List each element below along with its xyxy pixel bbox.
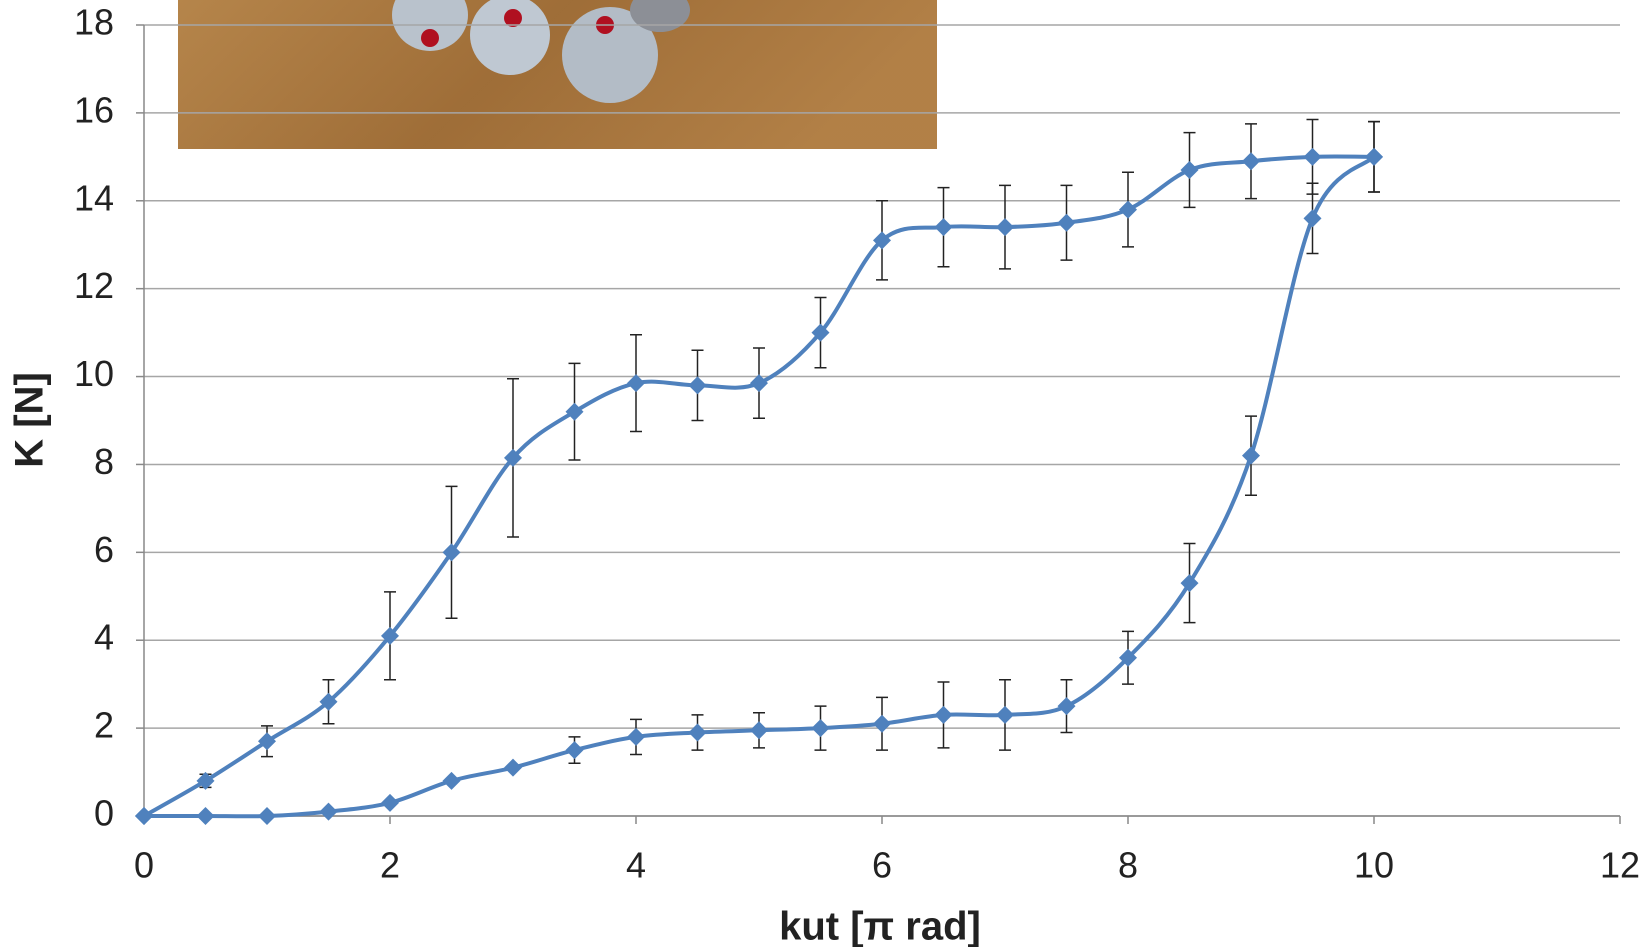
x-tick-label: 0 (134, 845, 154, 886)
marker (1181, 161, 1199, 179)
marker (443, 772, 461, 790)
marker (197, 807, 215, 825)
y-tick-label: 0 (94, 793, 114, 834)
chart: kut [π rad] K [N] 0 2 4 6 8 10 12 14 16 18 0 2 4 6 8 10… (0, 0, 1650, 947)
marker (996, 706, 1014, 724)
x-tick-label: 10 (1354, 845, 1394, 886)
x-tick-label: 4 (626, 845, 646, 886)
x-tick-label: 8 (1118, 845, 1138, 886)
marker (935, 706, 953, 724)
marker (1304, 148, 1322, 166)
marker (1119, 201, 1137, 219)
marker (689, 376, 707, 394)
y-tick-label: 16 (74, 89, 114, 130)
marker (504, 759, 522, 777)
marker (135, 807, 153, 825)
marker (381, 794, 399, 812)
x-tick-label: 12 (1600, 845, 1640, 886)
y-tick-label: 12 (74, 265, 114, 306)
x-axis-title: kut [π rad] (779, 905, 981, 947)
y-tick-label: 10 (74, 353, 114, 394)
marker (258, 807, 276, 825)
marker (996, 218, 1014, 236)
y-tick-label: 4 (94, 617, 114, 658)
marker (1058, 214, 1076, 232)
y-tick-label: 18 (74, 2, 114, 43)
marker (566, 741, 584, 759)
y-tick-label: 2 (94, 705, 114, 746)
inset-photo (178, 0, 937, 149)
x-tick-label: 6 (872, 845, 892, 886)
marker (689, 724, 707, 742)
y-tick-label: 6 (94, 529, 114, 570)
marker (1242, 152, 1260, 170)
x-tick-label: 2 (380, 845, 400, 886)
marker (812, 719, 830, 737)
marker (1058, 697, 1076, 715)
marker (197, 772, 215, 790)
marker (566, 403, 584, 421)
marker (873, 715, 891, 733)
marker (750, 721, 768, 739)
marker (627, 728, 645, 746)
marker (1242, 447, 1260, 465)
y-tick-label: 14 (74, 177, 114, 218)
marker (1304, 209, 1322, 227)
y-axis-title: K [N] (8, 372, 52, 468)
y-tick-label: 8 (94, 441, 114, 482)
marker (935, 218, 953, 236)
marker (320, 803, 338, 821)
